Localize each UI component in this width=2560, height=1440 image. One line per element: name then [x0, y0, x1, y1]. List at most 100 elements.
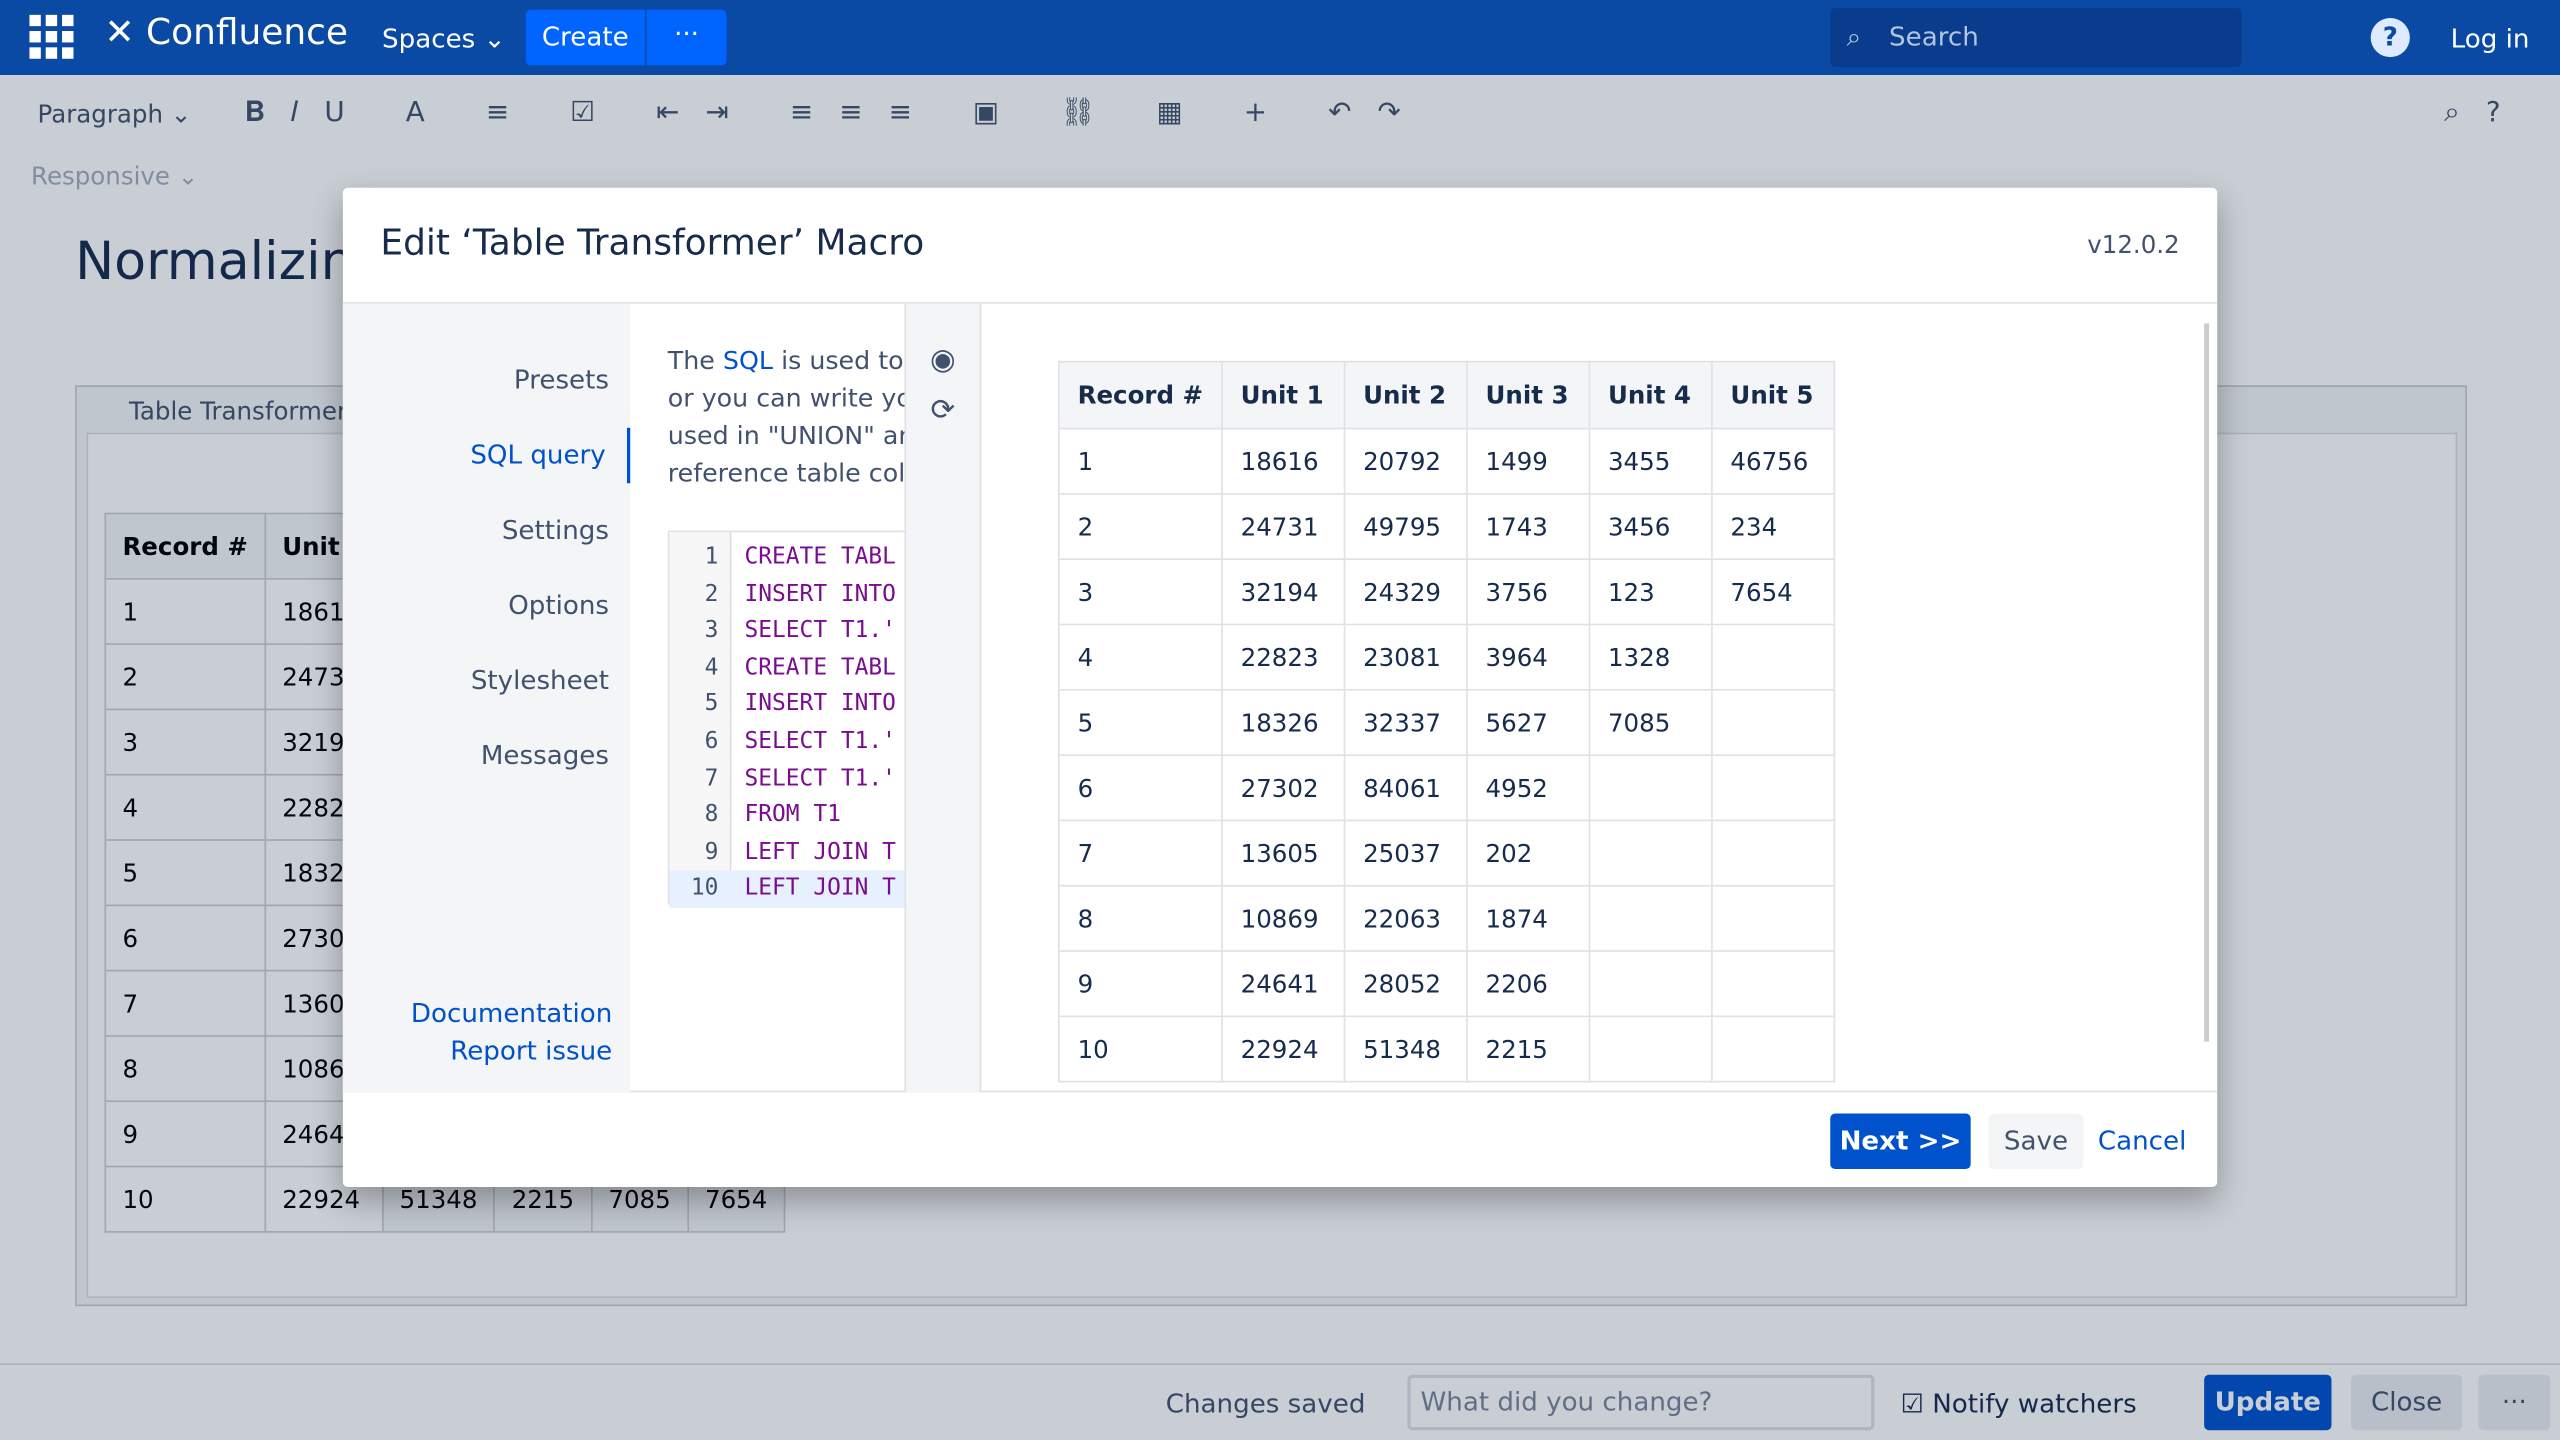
cell: [1710, 884, 1835, 952]
code-line: 5 INSERT INTO: [669, 686, 896, 723]
create-more[interactable]: ···: [646, 9, 727, 66]
cell: 5: [104, 839, 266, 907]
app-switcher[interactable]: [29, 14, 75, 61]
cell: 202: [1465, 819, 1591, 887]
preview-icon[interactable]: ◉: [930, 342, 956, 378]
logo[interactable]: ✕ Confluence: [104, 13, 348, 54]
cell: 10: [1057, 1015, 1223, 1083]
header-cell: Unit 4: [1588, 360, 1713, 430]
cell: 7: [104, 969, 266, 1037]
cell: 46756: [1710, 427, 1835, 495]
code-editor[interactable]: 1 CREATE TABL 2 INSERT INTO 3 SELECT T1.' 4 CRE…: [667, 530, 905, 908]
menu-item[interactable]: Presets: [513, 364, 609, 396]
menu-item[interactable]: Messages: [480, 739, 609, 771]
modal-body: Documentation Report issue Presets SQL que…: [342, 302, 2218, 1093]
menu-item[interactable]: Options: [508, 589, 609, 621]
cell: [1710, 688, 1835, 756]
spaces: Spaces: [382, 22, 476, 54]
cell: 84061: [1343, 754, 1468, 822]
line-number: 6: [704, 728, 719, 755]
line-number: 8: [704, 801, 719, 829]
cell: 22063: [1343, 884, 1468, 952]
menu-item[interactable]: Stylesheet: [470, 664, 609, 696]
cell: 1: [1057, 427, 1223, 495]
sql-pane: The SQL is used to tr or you can write y…: [630, 304, 905, 1093]
cell: [1710, 754, 1835, 822]
cell: 49795: [1343, 493, 1468, 561]
code-line: 3 SELECT T1.': [669, 613, 896, 650]
code-line: 7 SELECT T1.': [669, 760, 896, 797]
macro-label: Table Transformer: [128, 396, 348, 427]
desc-line: used in "UNION" anc: [667, 421, 905, 451]
cell: 1743: [1465, 493, 1591, 561]
modal-title: Edit ‘Table Transformer’ Macro: [380, 223, 925, 265]
cell: 2215: [1465, 1015, 1591, 1083]
notify-checkbox[interactable]: ☑ Notify watchers: [1900, 1387, 2137, 1419]
side-menu: Documentation Report issue Presets SQL que…: [342, 303, 631, 1093]
next-button[interactable]: Next >>: [1830, 1113, 1971, 1170]
header-row: Record # Unit 1 Unit 2 Unit 3 Unit 4 Unit 5: [1057, 360, 1835, 430]
links: Documentation Report issue: [411, 994, 612, 1069]
code-text: SELECT T1.': [744, 728, 896, 755]
cell: 9: [1057, 950, 1223, 1018]
cell: 24329: [1343, 558, 1468, 626]
spaces-menu[interactable]: Spaces ⌄: [382, 22, 506, 54]
responsive-select[interactable]: Responsive ⌄: [31, 161, 199, 192]
cell: 123: [1588, 558, 1713, 626]
more-button[interactable]: ···: [2478, 1374, 2551, 1431]
search-box[interactable]: ⌕ Search: [1830, 8, 2242, 67]
cancel-button[interactable]: Cancel: [2097, 1124, 2187, 1156]
cell: 6: [1057, 754, 1223, 822]
version: v12.0.2: [2087, 230, 2180, 260]
save-button[interactable]: Save: [1988, 1113, 2084, 1170]
menu-item[interactable]: SQL query: [343, 427, 631, 484]
icon-column: ◉ ⟳: [904, 303, 982, 1093]
cell: 24641: [1221, 950, 1346, 1018]
paragraph: Paragraph: [37, 99, 164, 129]
comment-input[interactable]: What did you change?: [1407, 1374, 1875, 1431]
header-cell: Unit 3: [1465, 360, 1591, 430]
menu-item[interactable]: Settings: [501, 514, 609, 546]
header-cell: Unit 2: [1343, 360, 1468, 430]
row: 9 24641 28052 2206: [1057, 950, 1835, 1018]
help-icon[interactable]: ?: [2370, 17, 2410, 58]
line-number: 10: [690, 875, 719, 902]
update-button[interactable]: Update: [2204, 1374, 2332, 1431]
cell: [1710, 1015, 1835, 1083]
code-text: SELECT T1.': [744, 765, 896, 792]
cell: 3756: [1465, 558, 1591, 626]
cell: 7654: [1710, 558, 1835, 626]
format-icons: 𝐁𝐼U A ≡ ☑ ⇤⇥ ≡≡≡ ▣ ⛓ ▦ + ↶↷: [244, 96, 1427, 129]
cell: [1588, 1015, 1713, 1083]
report-issue-link[interactable]: Report issue: [450, 1035, 613, 1067]
code-text: INSERT INTO: [744, 691, 896, 718]
code-line: 8 FROM T1: [669, 797, 841, 834]
line-number: 7: [704, 765, 719, 792]
sql-link[interactable]: SQL: [722, 346, 774, 376]
code-line: 9 LEFT JOIN T: [669, 834, 896, 871]
code-text: CREATE TABL: [744, 543, 896, 570]
cell: 22823: [1221, 623, 1346, 691]
cell: [1710, 950, 1835, 1018]
cell: 8: [1057, 884, 1223, 952]
refresh-icon[interactable]: ⟳: [930, 393, 956, 428]
code-line: 2 INSERT INTO: [669, 576, 896, 613]
desc-line: or you can write you: [667, 383, 905, 414]
desc-text: The: [667, 346, 715, 376]
cell: 1: [104, 577, 266, 645]
cell: 10: [104, 1165, 266, 1233]
cell: 234: [1710, 493, 1835, 561]
documentation-link[interactable]: Documentation: [410, 997, 613, 1029]
code-text: CREATE TABL: [744, 654, 896, 681]
login[interactable]: Log in: [2450, 22, 2530, 54]
row: 5 18326 32337 5627 7085: [1057, 688, 1835, 756]
responsive: Responsive: [31, 161, 170, 192]
toolbar-right: ⌕?: [2444, 96, 2527, 129]
close-button[interactable]: Close: [2351, 1374, 2463, 1431]
cell: [1588, 884, 1713, 952]
create-button[interactable]: Create: [525, 9, 645, 66]
header-cell: Record #: [104, 512, 266, 580]
paragraph-select[interactable]: Paragraph ⌄: [37, 99, 192, 129]
cell: 51348: [1343, 1015, 1468, 1083]
